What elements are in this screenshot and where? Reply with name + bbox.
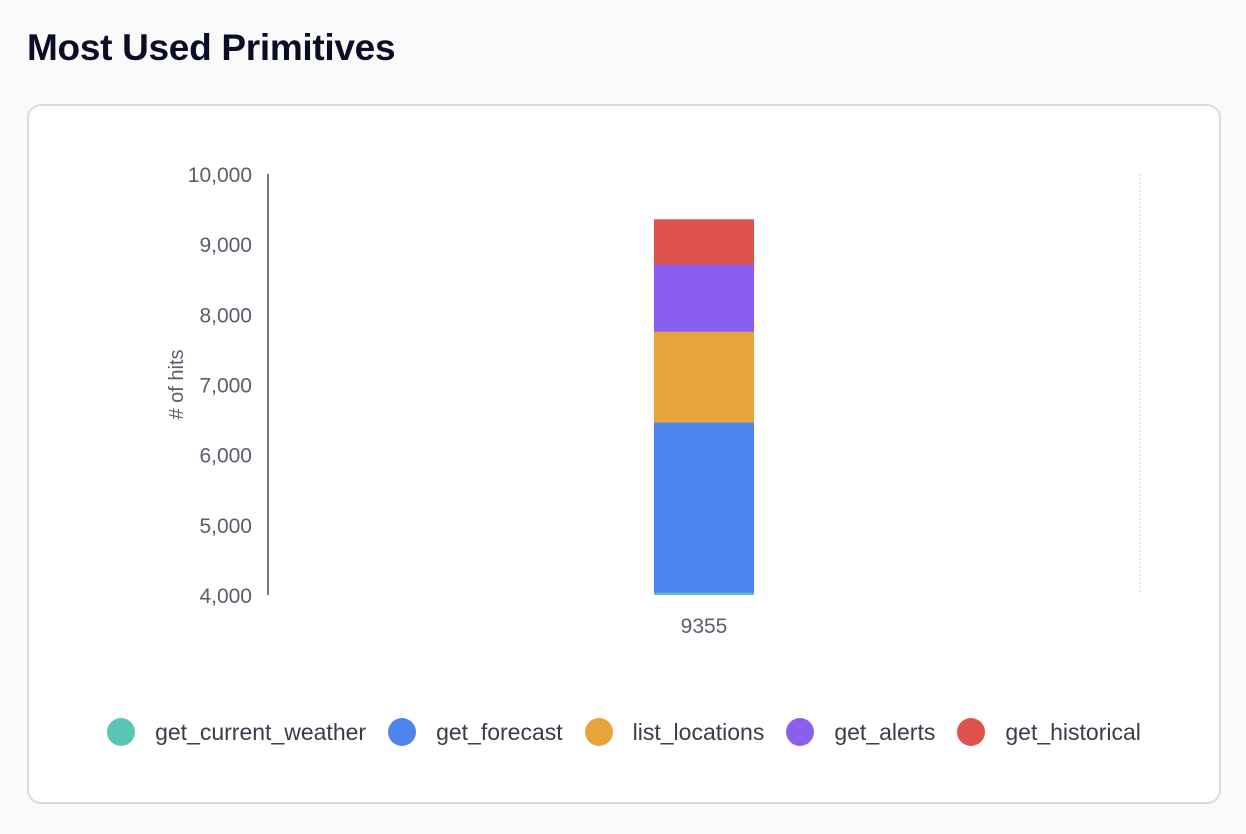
chart-legend: get_current_weather get_forecast list_loca… — [29, 714, 1219, 750]
legend-swatch — [786, 718, 815, 746]
legend-item-get-historical[interactable]: get_historical — [957, 718, 1141, 746]
legend-item-get-current-weather[interactable]: get_current_weather — [107, 718, 366, 746]
bars — [654, 219, 754, 595]
stacked-bar-chart: 4,000 5,000 6,000 7,000 8,000 9,000 10,000 # of… — [166, 164, 1141, 638]
legend-label: get_forecast — [436, 718, 563, 745]
legend-item-get-forecast[interactable]: get_forecast — [388, 718, 563, 746]
page-title: Most Used Primitives — [27, 27, 396, 68]
legend-swatch — [584, 718, 613, 746]
legend-item-get-alerts[interactable]: get_alerts — [786, 718, 935, 746]
y-axis-title: # of hits — [166, 349, 188, 419]
legend-swatch — [107, 718, 136, 746]
y-tick-label: 8,000 — [199, 304, 252, 327]
y-tick-label: 7,000 — [199, 375, 252, 398]
legend-swatch — [388, 718, 417, 746]
bar-segment-get-forecast[interactable] — [654, 422, 754, 593]
chart-card: 4,000 5,000 6,000 7,000 8,000 9,000 10,000 # of… — [27, 104, 1221, 804]
bar-segment-list-locations[interactable] — [654, 331, 754, 423]
legend-item-list-locations[interactable]: list_locations — [584, 718, 765, 746]
y-tick-label: 4,000 — [199, 585, 252, 608]
x-tick-label: 9355 — [681, 615, 728, 638]
y-tick-label: 6,000 — [199, 445, 252, 468]
y-axis: 4,000 5,000 6,000 7,000 8,000 9,000 10,000 # of… — [166, 164, 1141, 608]
legend-label: get_historical — [1005, 718, 1141, 745]
x-axis: 9355 — [681, 615, 728, 638]
legend-label: get_current_weather — [155, 718, 367, 745]
bar-segment-get-current-weather[interactable] — [654, 592, 754, 595]
bar-segment-get-alerts[interactable] — [654, 264, 754, 332]
legend-swatch — [957, 718, 986, 746]
y-tick-label: 5,000 — [199, 515, 252, 538]
y-tick-label: 9,000 — [199, 234, 252, 257]
bar-segment-get-historical[interactable] — [654, 219, 754, 265]
legend-label: get_alerts — [834, 718, 936, 745]
y-tick-label: 10,000 — [188, 164, 252, 187]
legend-label: list_locations — [632, 718, 765, 745]
